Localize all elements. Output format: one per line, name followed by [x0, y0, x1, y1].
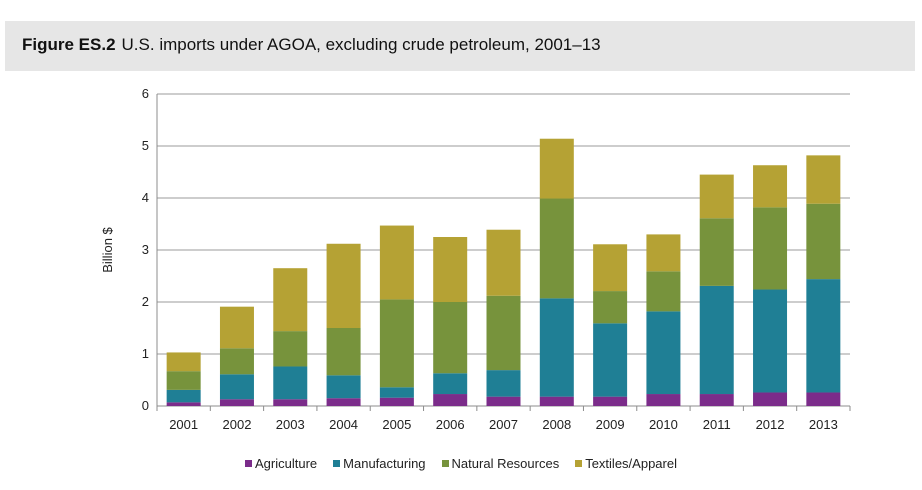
bar-textiles-apparel-2003: [273, 268, 308, 332]
bar-textiles-apparel-2013: [806, 155, 841, 204]
bar-textiles-apparel-2001: [166, 352, 201, 372]
legend-item: Textiles/Apparel: [575, 456, 677, 471]
bar-agriculture-2004: [326, 398, 361, 406]
x-tick-label: 2002: [223, 417, 252, 432]
y-tick-label: 1: [142, 346, 149, 361]
bar-manufacturing-2001: [166, 389, 201, 403]
bar-textiles-apparel-2011: [699, 174, 734, 219]
bar-manufacturing-2012: [753, 289, 788, 393]
bar-natural-resources-2008: [539, 198, 574, 299]
bar-agriculture-2005: [379, 397, 414, 406]
bar-textiles-apparel-2006: [433, 237, 468, 302]
bar-textiles-apparel-2010: [646, 234, 681, 272]
bar-manufacturing-2008: [539, 298, 574, 397]
x-tick-label: 2006: [436, 417, 465, 432]
bar-manufacturing-2006: [433, 373, 468, 395]
x-tick-label: 2003: [276, 417, 305, 432]
figure-title-text: U.S. imports under AGOA, excluding crude…: [121, 35, 601, 54]
legend-swatch: [575, 460, 583, 467]
bar-agriculture-2012: [753, 392, 788, 406]
bar-natural-resources-2001: [166, 371, 201, 390]
bar-natural-resources-2003: [273, 331, 308, 367]
bar-manufacturing-2010: [646, 311, 681, 395]
legend-item: Agriculture: [245, 456, 317, 471]
bar-natural-resources-2009: [593, 291, 628, 324]
legend-swatch: [441, 460, 449, 467]
x-tick-label: 2004: [329, 417, 358, 432]
x-tick-label: 2009: [596, 417, 625, 432]
bar-textiles-apparel-2012: [753, 165, 788, 208]
bar-agriculture-2008: [539, 396, 574, 406]
bar-agriculture-2006: [433, 394, 468, 406]
figure-label: Figure ES.2: [22, 35, 116, 54]
bar-textiles-apparel-2004: [326, 243, 361, 328]
bar-natural-resources-2011: [699, 218, 734, 286]
bar-agriculture-2001: [166, 402, 201, 406]
bar-natural-resources-2005: [379, 299, 414, 388]
legend-label: Natural Resources: [451, 456, 560, 471]
bar-natural-resources-2004: [326, 328, 361, 376]
x-tick-label: 2012: [756, 417, 785, 432]
bar-natural-resources-2013: [806, 203, 841, 280]
bar-agriculture-2003: [273, 399, 308, 406]
bar-natural-resources-2006: [433, 302, 468, 374]
bar-textiles-apparel-2008: [539, 138, 574, 199]
x-tick-label: 2010: [649, 417, 678, 432]
x-tick-label: 2005: [382, 417, 411, 432]
bar-textiles-apparel-2002: [219, 306, 254, 349]
y-axis-label: Billion $: [100, 226, 115, 272]
bar-manufacturing-2003: [273, 366, 308, 400]
bar-textiles-apparel-2005: [379, 225, 414, 300]
y-tick-label: 6: [142, 86, 149, 101]
bar-agriculture-2011: [699, 394, 734, 406]
y-tick-label: 3: [142, 242, 149, 257]
bar-agriculture-2009: [593, 396, 628, 406]
bar-agriculture-2007: [486, 396, 521, 406]
bar-manufacturing-2007: [486, 370, 521, 397]
bar-agriculture-2010: [646, 394, 681, 406]
y-tick-label: 2: [142, 294, 149, 309]
figure-title-band: [5, 21, 915, 71]
bar-manufacturing-2005: [379, 387, 414, 398]
y-tick-label: 0: [142, 398, 149, 413]
bar-natural-resources-2012: [753, 207, 788, 290]
bar-manufacturing-2002: [219, 374, 254, 400]
bar-manufacturing-2013: [806, 279, 841, 393]
y-tick-label: 5: [142, 138, 149, 153]
bar-natural-resources-2007: [486, 295, 521, 371]
bar-textiles-apparel-2007: [486, 229, 521, 296]
x-tick-label: 2011: [703, 417, 731, 432]
figure-title: Figure ES.2 U.S. imports under AGOA, excl…: [22, 35, 601, 55]
y-tick-label: 4: [142, 190, 149, 205]
bar-agriculture-2002: [219, 399, 254, 406]
legend-label: Agriculture: [255, 456, 318, 471]
bar-natural-resources-2010: [646, 271, 681, 312]
bar-manufacturing-2004: [326, 375, 361, 399]
legend-label: Textiles/Apparel: [585, 456, 677, 471]
legend-item: Manufacturing: [333, 456, 426, 471]
x-tick-label: 2008: [542, 417, 571, 432]
bar-agriculture-2013: [806, 392, 841, 406]
legend-item: Natural Resources: [441, 456, 560, 471]
legend-swatch: [333, 460, 341, 467]
bar-manufacturing-2011: [699, 285, 734, 395]
chart-legend: Agriculture Manufacturing Natural Resource…: [0, 456, 922, 471]
bar-natural-resources-2002: [219, 348, 254, 375]
x-tick-label: 2001: [169, 417, 198, 432]
bar-textiles-apparel-2009: [593, 244, 628, 292]
bar-manufacturing-2009: [593, 323, 628, 397]
x-tick-label: 2013: [809, 417, 838, 432]
legend-swatch: [245, 460, 253, 467]
legend-label: Manufacturing: [343, 456, 426, 471]
x-tick-label: 2007: [489, 417, 518, 432]
